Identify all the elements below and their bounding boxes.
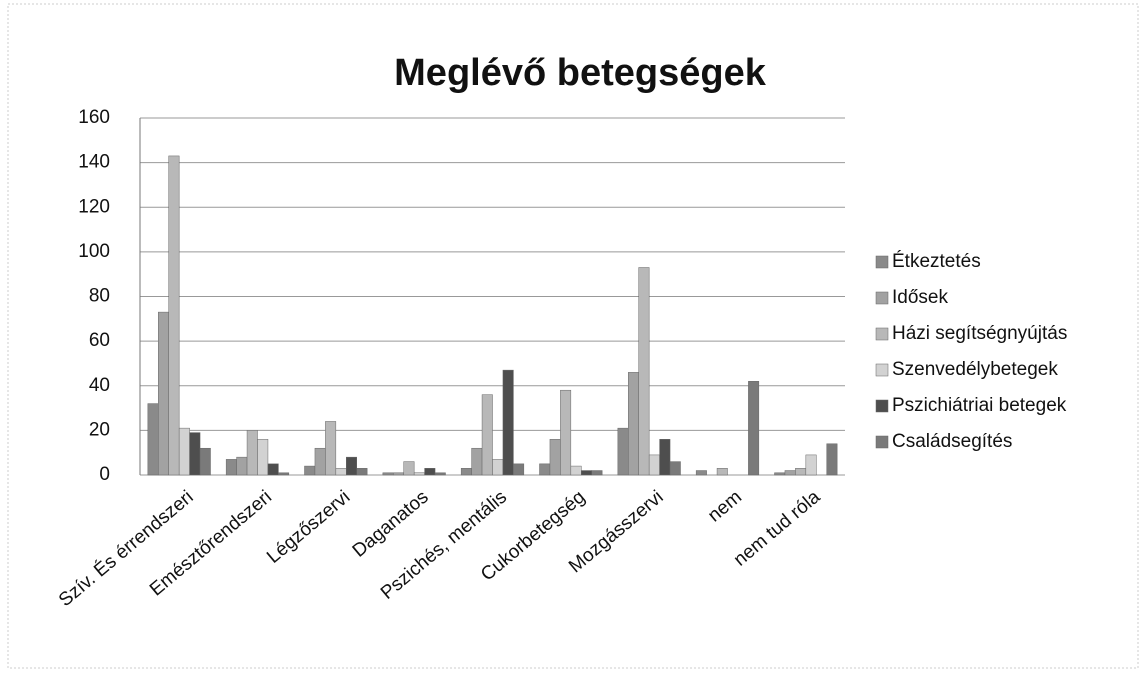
bar xyxy=(304,465,316,476)
bar xyxy=(236,456,248,476)
bar xyxy=(695,470,707,476)
bar xyxy=(481,394,493,476)
y-tick-label: 120 xyxy=(78,196,110,217)
bar xyxy=(147,403,159,476)
bar xyxy=(434,472,446,476)
bar xyxy=(403,461,415,476)
bar xyxy=(669,461,681,476)
y-tick-label: 100 xyxy=(78,241,110,262)
legend-label: Pszichiátriai betegek xyxy=(892,395,1067,416)
bar xyxy=(748,381,760,476)
x-tick-label: Légzőszervi xyxy=(263,487,354,568)
legend-label: Szenvedélybetegek xyxy=(892,359,1058,380)
bar xyxy=(648,454,660,476)
bar xyxy=(413,472,425,476)
bar xyxy=(492,459,504,476)
bar xyxy=(168,155,180,476)
bar xyxy=(189,432,201,476)
bar xyxy=(382,472,394,476)
y-tick-label: 20 xyxy=(89,419,110,440)
bar xyxy=(314,447,326,476)
y-tick-label: 0 xyxy=(99,464,110,485)
bar xyxy=(393,472,404,476)
bar xyxy=(513,463,525,476)
y-tick-label: 40 xyxy=(89,375,110,396)
y-tick-label: 60 xyxy=(89,330,110,351)
legend-swatch xyxy=(875,327,889,341)
bar xyxy=(560,389,572,476)
bar xyxy=(716,468,728,476)
bar xyxy=(471,447,483,476)
bar xyxy=(158,311,169,476)
bar xyxy=(826,443,838,476)
bar xyxy=(617,427,629,476)
legend-swatch xyxy=(875,435,889,449)
legend-swatch xyxy=(875,399,889,413)
bar xyxy=(178,427,190,476)
legend-swatch xyxy=(875,255,889,269)
chart-title: Meglévő betegségek xyxy=(394,52,767,94)
legend-label: Családsegítés xyxy=(892,431,1012,452)
bar xyxy=(591,470,603,476)
legend-label: Házi segítségnyújtás xyxy=(892,323,1067,344)
bar xyxy=(795,468,807,476)
bar xyxy=(246,430,258,476)
bar xyxy=(460,468,472,476)
x-tick-label: nem tud róla xyxy=(730,486,825,570)
x-tick-label: Szív. És érrendszeri xyxy=(55,487,198,611)
legend-swatch xyxy=(875,363,889,377)
bar xyxy=(549,439,561,476)
bar xyxy=(805,454,817,476)
x-tick-label: nem xyxy=(704,487,746,527)
bar xyxy=(267,463,279,476)
bar xyxy=(356,468,368,476)
bar xyxy=(257,439,269,476)
frame xyxy=(7,3,1139,669)
bar xyxy=(581,470,592,476)
bar xyxy=(424,468,436,476)
bar xyxy=(659,439,671,476)
bar xyxy=(784,470,796,476)
bar xyxy=(502,369,514,476)
bar xyxy=(346,456,357,476)
y-tick-label: 80 xyxy=(89,286,110,307)
legend-label: Étkeztetés xyxy=(892,251,981,272)
bar xyxy=(628,372,639,476)
bar xyxy=(570,465,582,476)
bar xyxy=(335,468,347,476)
bar xyxy=(638,267,650,476)
bar xyxy=(325,421,337,476)
legend-swatch xyxy=(875,291,889,305)
bar xyxy=(278,472,290,476)
y-tick-label: 140 xyxy=(78,152,110,173)
bar xyxy=(225,459,237,476)
bar xyxy=(539,463,551,476)
bar xyxy=(199,447,211,476)
y-tick-label: 160 xyxy=(78,107,110,128)
bar xyxy=(774,472,786,476)
legend-label: Idősek xyxy=(892,287,948,308)
